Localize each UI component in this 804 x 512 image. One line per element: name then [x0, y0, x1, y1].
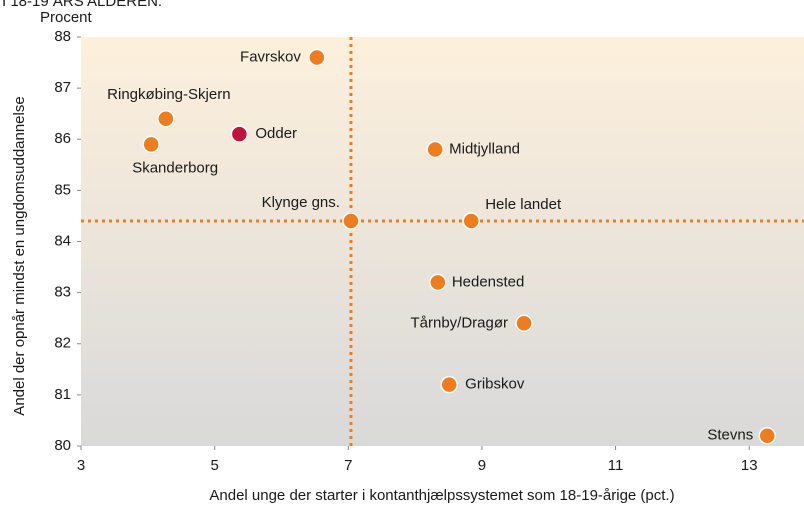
point — [342, 212, 360, 230]
y-tick-label: 81 — [54, 386, 71, 403]
point — [308, 48, 326, 67]
point — [426, 140, 444, 159]
y-axis-label: Andel der opnår mindst en ungdomsuddanne… — [11, 96, 28, 415]
x-axis-label: Andel unge der starter i kontanthjælpssy… — [209, 487, 674, 504]
y-tick-label: 82 — [54, 335, 71, 352]
plot-area — [81, 37, 804, 446]
y-tick-label: 85 — [54, 181, 71, 198]
x-tick-label: 11 — [608, 457, 624, 474]
point-label: Tårnby/Dragør — [410, 314, 508, 331]
point — [230, 125, 249, 143]
y-tick-label: 83 — [54, 284, 71, 301]
x-tick-label: 9 — [478, 457, 486, 474]
y-unit: Procent — [40, 9, 93, 26]
y-tick-label: 80 — [54, 437, 71, 454]
point-label: Klynge gns. — [262, 194, 340, 211]
subtitle: I 18-19 ÅRS ALDEREN: — [2, 0, 162, 10]
x-tick-label: 7 — [344, 457, 352, 474]
point-label: Odder — [255, 125, 297, 142]
point-label: Skanderborg — [132, 159, 218, 176]
point-label: Hedensted — [452, 273, 525, 290]
point-label: Stevns — [707, 427, 753, 444]
point — [462, 212, 480, 230]
y-tick-label: 84 — [54, 232, 71, 249]
point — [157, 110, 175, 128]
x-tick-label: 5 — [210, 457, 218, 474]
point — [142, 135, 160, 154]
y-tick-label: 87 — [54, 79, 71, 96]
point-label: Hele landet — [485, 196, 562, 213]
point — [440, 375, 458, 394]
point — [429, 273, 447, 292]
point-label: Midtjylland — [449, 140, 520, 157]
point — [758, 427, 776, 445]
y-tick-label: 86 — [54, 130, 71, 147]
x-tick-label: 3 — [77, 457, 85, 474]
point-label: Favrskov — [240, 48, 301, 65]
point — [515, 314, 533, 333]
point-label: Gribskov — [465, 376, 525, 393]
y-tick-label: 88 — [54, 28, 71, 45]
x-tick-label: 13 — [741, 457, 758, 474]
point-label: Ringkøbing-Skjern — [107, 86, 230, 103]
